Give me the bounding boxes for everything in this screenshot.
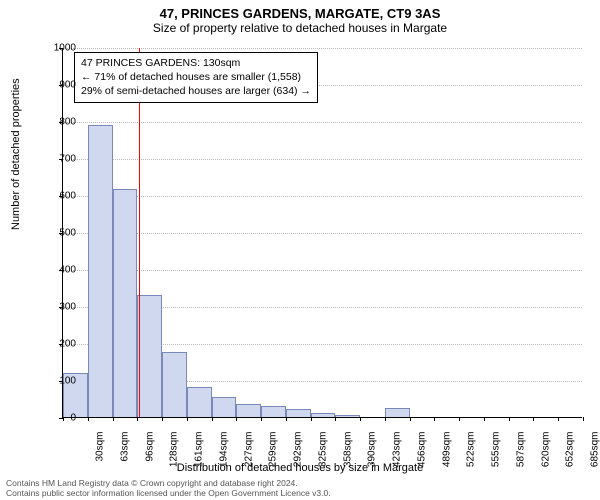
xtick-mark — [484, 417, 485, 421]
xtick-mark — [261, 417, 262, 421]
histogram-bar — [311, 413, 336, 417]
xtick-mark — [459, 417, 460, 421]
xtick-mark — [162, 417, 163, 421]
xtick-mark — [212, 417, 213, 421]
y-axis-label: Number of detached properties — [10, 78, 22, 230]
xtick-label: 30sqm — [95, 432, 106, 472]
xtick-label: 423sqm — [392, 432, 403, 472]
xtick-mark — [236, 417, 237, 421]
xtick-label: 325sqm — [317, 432, 328, 472]
xtick-mark — [335, 417, 336, 421]
xtick-mark — [286, 417, 287, 421]
ytick-label: 1000 — [36, 43, 76, 54]
histogram-bar — [236, 404, 261, 417]
page-subtitle: Size of property relative to detached ho… — [0, 21, 600, 35]
histogram-bar — [88, 125, 113, 417]
histogram-bar — [212, 397, 237, 417]
xtick-mark — [434, 417, 435, 421]
chart-area — [62, 48, 582, 418]
page-title: 47, PRINCES GARDENS, MARGATE, CT9 3AS — [0, 0, 600, 21]
ytick-label: 200 — [36, 339, 76, 350]
gridline-h — [63, 48, 582, 49]
xtick-label: 259sqm — [268, 432, 279, 472]
histogram-bar — [113, 189, 138, 417]
ytick-label: 100 — [36, 376, 76, 387]
xtick-label: 358sqm — [342, 432, 353, 472]
footer-attribution: Contains HM Land Registry data © Crown c… — [6, 478, 331, 498]
xtick-mark — [533, 417, 534, 421]
histogram-bar — [137, 295, 162, 417]
xtick-label: 522sqm — [466, 432, 477, 472]
histogram-bar — [187, 387, 212, 417]
footer-line-1: Contains HM Land Registry data © Crown c… — [6, 478, 331, 488]
xtick-label: 292sqm — [293, 432, 304, 472]
info-box-line-2: ← 71% of detached houses are smaller (1,… — [81, 70, 311, 84]
histogram-bar — [335, 415, 360, 417]
histogram-bar — [286, 409, 311, 417]
xtick-label: 96sqm — [144, 432, 155, 472]
subject-marker-line — [139, 48, 140, 417]
xtick-mark — [385, 417, 386, 421]
gridline-h — [63, 196, 582, 197]
ytick-label: 800 — [36, 117, 76, 128]
xtick-label: 390sqm — [367, 432, 378, 472]
histogram-bar — [162, 352, 187, 417]
info-box-line-3: 29% of semi-detached houses are larger (… — [81, 84, 311, 98]
histogram-bar — [261, 406, 286, 417]
plot-region — [62, 48, 582, 418]
gridline-h — [63, 270, 582, 271]
ytick-label: 0 — [36, 413, 76, 424]
xtick-mark — [558, 417, 559, 421]
histogram-bar — [385, 408, 410, 417]
xtick-label: 128sqm — [169, 432, 180, 472]
xtick-label: 227sqm — [243, 432, 254, 472]
xtick-label: 555sqm — [491, 432, 502, 472]
footer-line-2: Contains public sector information licen… — [6, 488, 331, 498]
xtick-mark — [410, 417, 411, 421]
xtick-label: 194sqm — [218, 432, 229, 472]
xtick-label: 652sqm — [565, 432, 576, 472]
info-box-line-1: 47 PRINCES GARDENS: 130sqm — [81, 56, 311, 70]
ytick-label: 600 — [36, 191, 76, 202]
gridline-h — [63, 122, 582, 123]
xtick-mark — [360, 417, 361, 421]
xtick-mark — [509, 417, 510, 421]
xtick-label: 685sqm — [590, 432, 600, 472]
ytick-label: 500 — [36, 228, 76, 239]
gridline-h — [63, 159, 582, 160]
xtick-mark — [113, 417, 114, 421]
gridline-h — [63, 233, 582, 234]
ytick-label: 400 — [36, 265, 76, 276]
ytick-label: 900 — [36, 80, 76, 91]
ytick-label: 300 — [36, 302, 76, 313]
xtick-mark — [311, 417, 312, 421]
xtick-mark — [137, 417, 138, 421]
xtick-mark — [88, 417, 89, 421]
chart-container: 47, PRINCES GARDENS, MARGATE, CT9 3AS Si… — [0, 0, 600, 500]
xtick-label: 63sqm — [119, 432, 130, 472]
xtick-label: 587sqm — [515, 432, 526, 472]
xtick-mark — [583, 417, 584, 421]
xtick-mark — [187, 417, 188, 421]
xtick-label: 620sqm — [540, 432, 551, 472]
xtick-label: 456sqm — [416, 432, 427, 472]
ytick-label: 700 — [36, 154, 76, 165]
xtick-label: 161sqm — [194, 432, 205, 472]
xtick-label: 489sqm — [441, 432, 452, 472]
marker-info-box: 47 PRINCES GARDENS: 130sqm ← 71% of deta… — [74, 52, 318, 103]
